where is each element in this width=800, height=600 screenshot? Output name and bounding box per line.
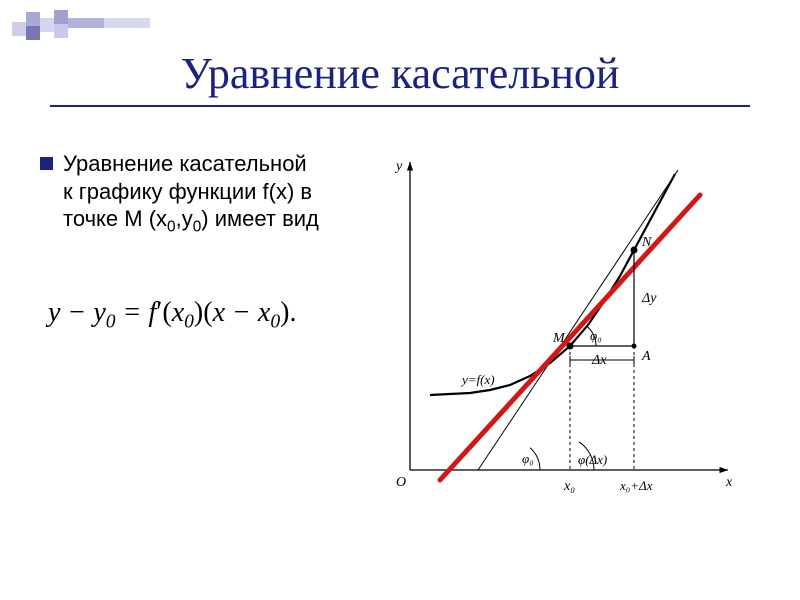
- svg-text:y: y: [394, 159, 403, 174]
- tangent-diagram: Δx Δy φ₀ φ₀ φ(Δx) M N Ay=f(x) x₀ x₀+Δx Ox y: [380, 150, 740, 510]
- equation: y − y0 = f′(x0)(x − x0).: [48, 297, 370, 334]
- svg-text:φ(Δx): φ(Δx): [578, 452, 607, 467]
- eq-paren: ): [194, 297, 203, 328]
- eq-equals: =: [116, 297, 149, 328]
- svg-text:x₀: x₀: [563, 479, 575, 494]
- bullet-square-icon: [40, 157, 53, 170]
- svg-text:A: A: [641, 349, 651, 364]
- svg-text:x₀+Δx: x₀+Δx: [619, 478, 653, 493]
- bullet-line: Уравнение касательной: [63, 151, 307, 176]
- eq-paren: (: [203, 297, 212, 328]
- text-column: Уравнение касательной к графику функции …: [40, 150, 380, 515]
- svg-text:φ₀: φ₀: [590, 328, 602, 343]
- subscript: 0: [270, 311, 280, 332]
- subscript: 0: [193, 218, 202, 235]
- bullet-line: ) имеет вид: [201, 206, 319, 231]
- slide: Уравнение касательной Уравнение касатель…: [0, 0, 800, 600]
- eq-paren: (: [162, 297, 171, 328]
- eq-lhs: y − y: [48, 297, 106, 328]
- subscript: 0: [106, 311, 116, 332]
- bullet-line: ,y: [176, 206, 193, 231]
- slide-body: Уравнение касательной к графику функции …: [40, 150, 760, 515]
- svg-text:y=f(x): y=f(x): [460, 372, 495, 387]
- bullet-text: Уравнение касательной к графику функции …: [63, 150, 319, 237]
- corner-decoration: [10, 8, 170, 38]
- subscript: 0: [184, 311, 194, 332]
- svg-text:N: N: [641, 235, 652, 250]
- bullet-line: точке M (x: [63, 206, 167, 231]
- eq-x: x: [172, 297, 184, 328]
- svg-text:O: O: [396, 475, 406, 490]
- title-underline: [50, 105, 750, 107]
- svg-text:Δy: Δy: [641, 291, 657, 306]
- title-area: Уравнение касательной: [0, 48, 800, 107]
- eq-rhs: x − x: [213, 297, 271, 328]
- svg-text:φ₀: φ₀: [522, 451, 534, 466]
- bullet-line: к графику функции f(x) в: [63, 179, 312, 204]
- bullet-item: Уравнение касательной к графику функции …: [40, 150, 370, 237]
- svg-text:Δx: Δx: [591, 353, 607, 368]
- slide-title: Уравнение касательной: [0, 48, 800, 99]
- eq-dot: .: [289, 297, 296, 328]
- figure-column: Δx Δy φ₀ φ₀ φ(Δx) M N Ay=f(x) x₀ x₀+Δx Ox y: [380, 150, 750, 515]
- svg-text:x: x: [725, 475, 733, 490]
- svg-text:M: M: [552, 331, 566, 346]
- subscript: 0: [167, 218, 176, 235]
